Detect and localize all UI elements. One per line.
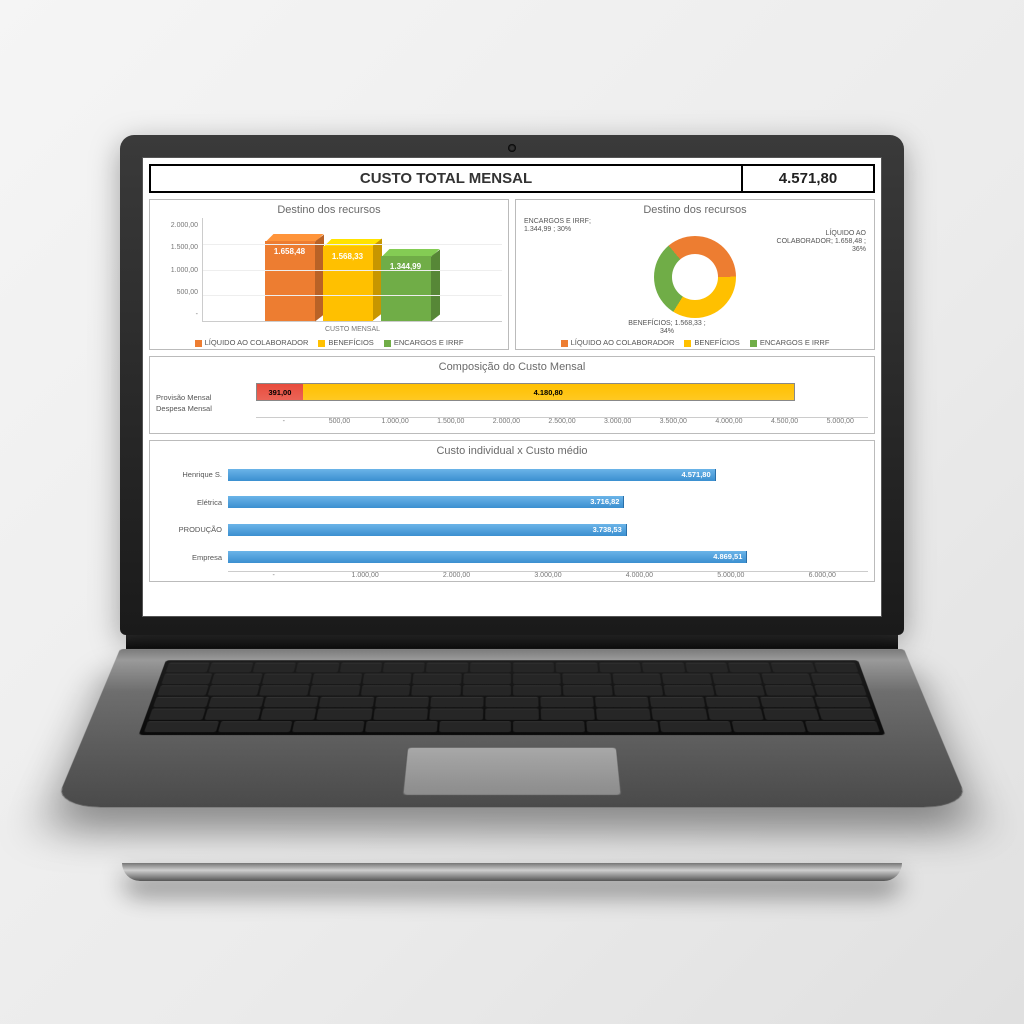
laptop-front-edge — [122, 863, 902, 881]
donut-title: Destino dos recursos — [522, 204, 868, 216]
laptop-base — [54, 649, 970, 807]
laptop-hinge — [126, 635, 898, 649]
hbar-row: PRODUÇÃO3.738,53 — [156, 522, 868, 538]
laptop-lid: CUSTO TOTAL MENSAL 4.571,80 Destino dos … — [120, 135, 904, 635]
stacked-legend: Provisão MensalDespesa Mensal — [156, 391, 256, 415]
hbar-x-axis: -1.000,002.000,003.000,004.000,005.000,0… — [228, 571, 868, 579]
hbar-row: Elétrica3.716,82 — [156, 494, 868, 510]
hbar-row: Henrique S.4.571,80 — [156, 467, 868, 483]
header-title: CUSTO TOTAL MENSAL — [151, 166, 743, 191]
stacked-plot: 391,004.180,80 -500,001.000,001.500,002.… — [256, 381, 868, 425]
hbar-rows: Henrique S.4.571,80 Elétrica3.716,82 PRODU… — [156, 459, 868, 571]
donut-legend: LÍQUIDO AO COLABORADORBENEFÍCIOSENCARGOS… — [522, 338, 868, 347]
bar3d-bar: 1.344,99 — [381, 256, 431, 321]
stacked-x-axis: -500,001.000,001.500,002.000,002.500,003… — [256, 417, 868, 425]
hbar-row: Empresa4.869,51 — [156, 549, 868, 565]
donut-callout: ENCARGOS E IRRF; 1.344,99 ; 30% — [524, 218, 614, 234]
hbar-title: Custo individual x Custo médio — [156, 445, 868, 457]
laptop-mockup: CUSTO TOTAL MENSAL 4.571,80 Destino dos … — [120, 135, 904, 881]
stacked-title: Composição do Custo Mensal — [156, 361, 868, 373]
bar3d-x-label: CUSTO MENSAL — [203, 326, 502, 333]
bar3d-y-axis: 2.000,001.500,001.000,00500,00- — [156, 218, 202, 336]
dashboard-screen: CUSTO TOTAL MENSAL 4.571,80 Destino dos … — [142, 157, 882, 617]
bar3d-plot: 1.658,481.568,331.344,99 CUSTO MENSAL — [202, 218, 502, 322]
stacked-panel: Composição do Custo Mensal Provisão Mens… — [149, 356, 875, 434]
bar3d-bar: 1.658,48 — [265, 241, 315, 321]
bar3d-panel: Destino dos recursos 2.000,001.500,001.0… — [149, 199, 509, 350]
donut-chart: ENCARGOS E IRRF; 1.344,99 ; 30% LÍQUIDO A… — [522, 218, 868, 336]
header-total-value: 4.571,80 — [743, 166, 873, 191]
bar3d-legend: LÍQUIDO AO COLABORADORBENEFÍCIOSENCARGOS… — [156, 338, 502, 347]
bar3d-title: Destino dos recursos — [156, 204, 502, 216]
hbar-panel: Custo individual x Custo médio Henrique … — [149, 440, 875, 582]
stacked-segment: 4.180,80 — [303, 384, 794, 400]
donut-callout: LÍQUIDO AO COLABORADOR; 1.658,48 ; 36% — [776, 230, 866, 254]
donut-panel: Destino dos recursos ENCARGOS E IRRF; 1.… — [515, 199, 875, 350]
donut-callout: BENEFÍCIOS; 1.568,33 ; 34% — [622, 320, 712, 336]
keyboard — [139, 660, 886, 735]
trackpad — [402, 747, 622, 796]
stacked-segment: 391,00 — [257, 384, 303, 400]
header-bar: CUSTO TOTAL MENSAL 4.571,80 — [149, 164, 875, 193]
webcam-icon — [508, 144, 516, 152]
bar3d-bar: 1.568,33 — [323, 246, 373, 321]
